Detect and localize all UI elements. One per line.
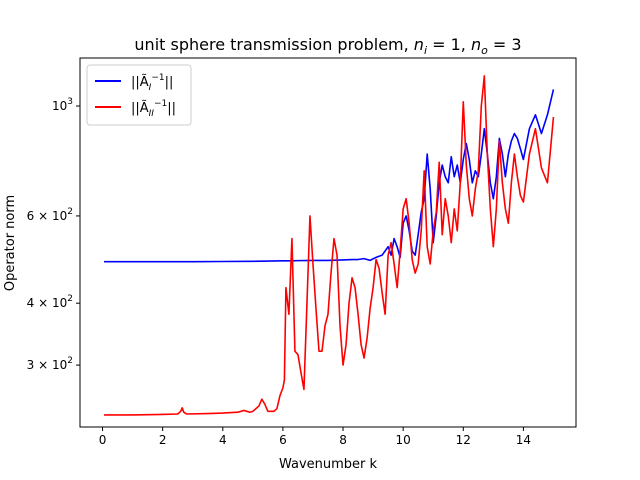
title-no-base: n <box>471 35 481 54</box>
series-layer <box>104 75 555 416</box>
title-ni-base: n <box>414 35 424 54</box>
x-tick-label: 0 <box>99 433 107 447</box>
title-ni-sub: i <box>424 44 427 57</box>
x-tick-label: 12 <box>456 433 471 447</box>
plot-area <box>79 57 577 428</box>
y-tick-label: 4 × 102 <box>27 294 73 310</box>
x-tick-label: 4 <box>219 433 227 447</box>
y-tick-label: 3 × 102 <box>27 356 73 372</box>
legend-a-i-base: ||Ã <box>131 74 149 90</box>
legend-a-ii-tail: || <box>167 101 176 116</box>
x-tick-label: 14 <box>516 433 531 447</box>
legend-label-a-i: ||ÃI−1|| <box>131 73 173 93</box>
legend-a-ii-sub: II <box>149 109 155 119</box>
series-line-1 <box>104 75 555 416</box>
y-axis-ticks: 3 × 102 4 × 102 6 × 102 103 <box>27 97 80 372</box>
title-prefix: unit sphere transmission problem, <box>134 35 413 54</box>
x-tick-label: 6 <box>279 433 287 447</box>
series-line-0 <box>104 89 555 263</box>
legend-a-i-sup: −1 <box>151 73 164 83</box>
legend-a-ii-base: ||Ã <box>131 100 149 116</box>
x-axis-label: Wavenumber k <box>279 457 378 472</box>
legend-a-i-sub: I <box>149 83 152 93</box>
legend-a-ii-sup: −1 <box>154 99 167 109</box>
y-axis-label: Operator norm <box>3 195 18 291</box>
legend-label-a-ii: ||ÃII−1|| <box>131 99 176 119</box>
x-tick-label: 8 <box>339 433 347 447</box>
x-tick-label: 10 <box>396 433 411 447</box>
legend-a-i-tail: || <box>165 75 174 90</box>
legend-box <box>86 64 192 126</box>
title-ni-val: = 1, <box>427 35 471 54</box>
y-tick-label: 6 × 102 <box>27 207 73 223</box>
title-no-val: = 3 <box>488 35 522 54</box>
plot-frame <box>79 57 577 428</box>
chart-title: unit sphere transmission problem, ni = 1… <box>134 35 521 57</box>
y-tick-label: 103 <box>52 97 73 113</box>
x-axis-ticks: 0 2 4 6 8 10 12 14 <box>99 427 531 447</box>
x-tick-label: 2 <box>159 433 167 447</box>
legend: ||ÃI−1|| ||ÃII−1|| <box>86 64 192 126</box>
title-no-sub: o <box>481 44 488 57</box>
